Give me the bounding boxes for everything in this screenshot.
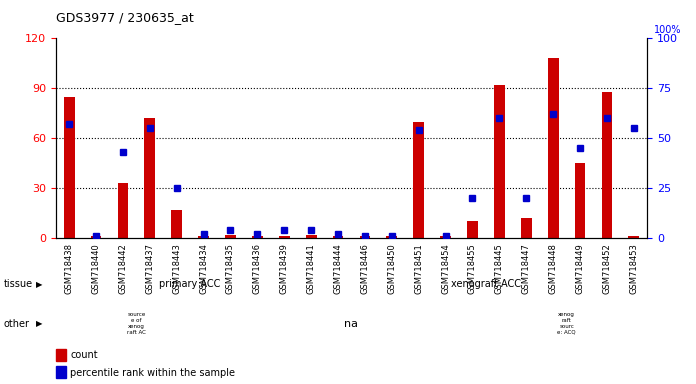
- Bar: [56, 349, 66, 361]
- Text: primary ACC: primary ACC: [159, 279, 221, 289]
- Text: xenog
raft
sourc
e: ACQ: xenog raft sourc e: ACQ: [557, 312, 576, 335]
- Text: percentile rank within the sample: percentile rank within the sample: [70, 367, 235, 377]
- Text: tissue: tissue: [3, 279, 33, 289]
- Bar: [279, 237, 290, 238]
- Bar: [521, 218, 532, 238]
- Bar: [306, 235, 317, 238]
- Bar: [413, 122, 424, 238]
- Bar: [575, 163, 585, 238]
- Bar: [118, 183, 128, 238]
- Bar: [548, 58, 559, 238]
- Bar: [64, 97, 74, 238]
- Text: na: na: [345, 318, 358, 329]
- Bar: [360, 237, 370, 238]
- Bar: [171, 210, 182, 238]
- Bar: [494, 85, 505, 238]
- Text: 100%: 100%: [654, 25, 682, 35]
- Text: other: other: [3, 318, 29, 329]
- Text: source
e of
xenog
raft AC: source e of xenog raft AC: [127, 312, 145, 335]
- Bar: [601, 92, 612, 238]
- Bar: [441, 237, 451, 238]
- Bar: [145, 118, 155, 238]
- Bar: [628, 237, 639, 238]
- Bar: [252, 237, 263, 238]
- Text: ▶: ▶: [36, 280, 42, 289]
- Bar: [386, 237, 397, 238]
- Bar: [90, 237, 102, 238]
- Bar: [333, 237, 343, 238]
- Text: count: count: [70, 350, 98, 360]
- Bar: [198, 237, 209, 238]
- Text: xenograft ACC: xenograft ACC: [451, 279, 521, 289]
- Text: ▶: ▶: [36, 319, 42, 328]
- Bar: [467, 222, 478, 238]
- Text: GDS3977 / 230635_at: GDS3977 / 230635_at: [56, 12, 193, 25]
- Bar: [56, 366, 66, 379]
- Bar: [225, 235, 236, 238]
